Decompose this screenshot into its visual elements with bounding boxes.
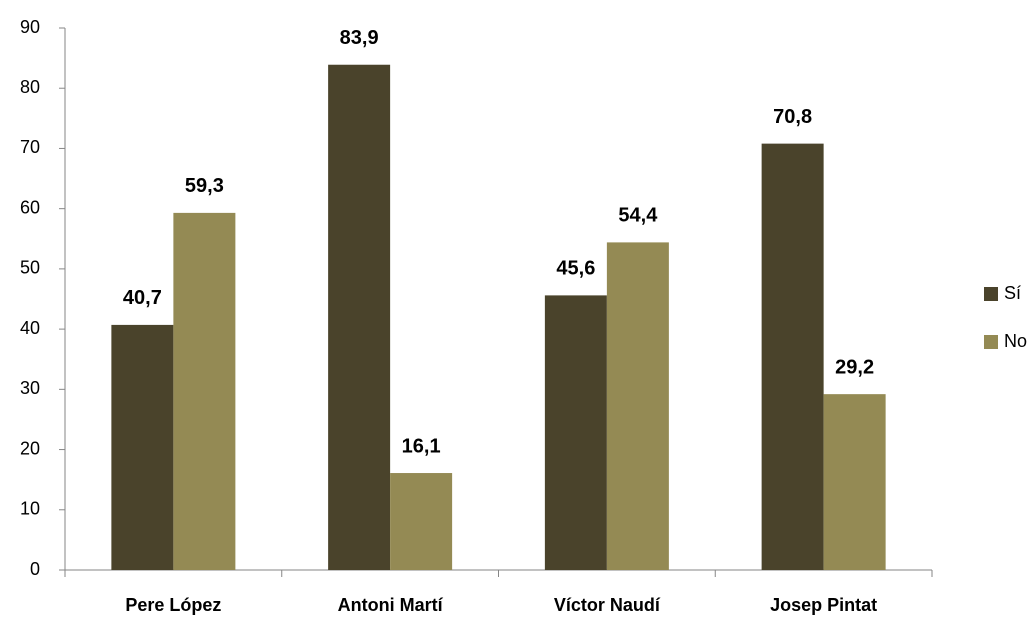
data-label: 45,6 [556,258,595,280]
legend-label: Sí [1004,283,1021,303]
bar [823,394,886,570]
y-tick-label: 70 [20,137,40,157]
data-label: 40,7 [123,287,162,309]
y-tick-label: 30 [20,378,40,398]
y-tick-label: 80 [20,77,40,97]
data-label: 16,1 [402,435,441,457]
data-label: 70,8 [773,106,812,128]
data-label: 59,3 [185,175,224,197]
bar [111,324,174,570]
bar [328,64,391,570]
bar [606,242,669,570]
bar [544,295,607,570]
y-tick-label: 0 [30,559,40,579]
y-tick-label: 60 [20,197,40,217]
x-tick-label: Antoni Martí [338,595,444,615]
data-label: 54,4 [618,205,658,227]
legend-label: No [1004,331,1027,351]
y-tick-label: 50 [20,258,40,278]
bar [761,143,824,571]
x-tick-label: Pere López [125,595,221,615]
legend-swatch [984,335,998,349]
legend-swatch [984,287,998,301]
bar [390,473,453,570]
y-tick-label: 20 [20,438,40,458]
data-label: 29,2 [835,356,874,378]
x-tick-label: Josep Pintat [770,595,877,615]
y-tick-label: 90 [20,17,40,37]
bar [173,212,236,571]
y-tick-label: 10 [20,499,40,519]
y-tick-label: 40 [20,318,40,338]
data-label: 83,9 [340,27,379,49]
x-tick-label: Víctor Naudí [554,595,661,615]
